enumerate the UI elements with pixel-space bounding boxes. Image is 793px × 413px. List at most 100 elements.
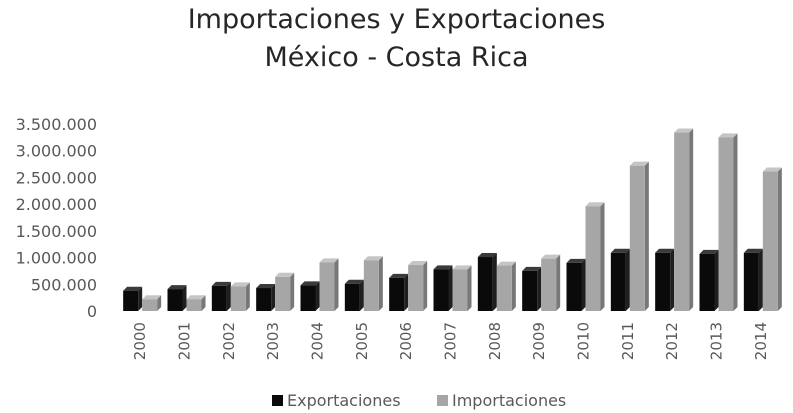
bar-side <box>448 265 453 311</box>
bar-side <box>511 261 516 311</box>
bar-exportaciones-2006 <box>389 273 409 311</box>
bar-top <box>230 282 250 287</box>
bar-top <box>762 167 782 172</box>
x-tick-label: 2008 <box>486 322 504 360</box>
bar-front <box>674 132 690 311</box>
bar-top <box>610 248 630 253</box>
bar-exportaciones-2007 <box>433 265 453 311</box>
chart-subtitle: México - Costa Rica <box>264 42 529 73</box>
x-tick-label: 2000 <box>131 322 149 360</box>
bar-front <box>167 289 183 311</box>
x-tick-label: 2010 <box>575 322 593 360</box>
bar-top <box>319 258 339 263</box>
bar-side <box>467 265 472 311</box>
bar-exportaciones-2005 <box>344 279 364 311</box>
bar-exportaciones-2012 <box>655 248 675 311</box>
y-tick-label: 0 <box>87 302 97 321</box>
bar-importaciones-2010 <box>585 202 605 311</box>
bar-top <box>363 256 383 261</box>
bar-top <box>743 248 763 253</box>
bar-importaciones-2009 <box>541 254 561 311</box>
bar-side <box>537 266 542 311</box>
bar-side <box>777 167 782 311</box>
y-tick-label: 3.000.000 <box>16 142 97 161</box>
bar-front <box>585 206 601 311</box>
bar-side <box>404 273 409 311</box>
bar-front <box>344 283 360 311</box>
bar-exportaciones-2001 <box>167 285 187 311</box>
bar-front <box>743 252 759 311</box>
bar-front <box>522 270 538 311</box>
bar-importaciones-2008 <box>496 261 516 311</box>
bar-front <box>433 269 449 311</box>
bar-front <box>408 265 424 311</box>
y-tick-label: 1.500.000 <box>16 222 97 241</box>
bar-front <box>718 137 734 311</box>
y-tick-label: 1.000.000 <box>16 249 97 268</box>
bar-exportaciones-2008 <box>477 253 497 311</box>
bar-importaciones-2003 <box>275 272 295 311</box>
bar-importaciones-2004 <box>319 258 339 311</box>
bar-exportaciones-2010 <box>566 258 586 311</box>
bar-front <box>566 262 582 311</box>
bar-top <box>452 265 472 270</box>
bar-exportaciones-2011 <box>610 248 630 311</box>
x-tick-label: 2009 <box>530 322 548 360</box>
bar-exportaciones-2004 <box>300 281 320 311</box>
bar-side <box>600 202 605 311</box>
x-tick-label: 2012 <box>663 322 681 360</box>
bar-front <box>699 253 715 311</box>
bar-exportaciones-2003 <box>256 284 276 311</box>
y-tick-label: 2.000.000 <box>16 195 97 214</box>
bar-top <box>344 279 364 284</box>
bar-side <box>315 281 320 311</box>
bar-front <box>496 265 512 311</box>
bar-exportaciones-2000 <box>123 286 143 311</box>
bar-front <box>123 290 139 311</box>
bar-top <box>541 254 561 259</box>
bar-front <box>363 260 379 311</box>
bar-side <box>378 256 383 311</box>
bars-group <box>123 128 782 311</box>
bar-top <box>699 249 719 254</box>
bar-side <box>758 248 763 311</box>
bar-top <box>408 261 428 266</box>
x-tick-label: 2005 <box>353 322 371 360</box>
bar-importaciones-2007 <box>452 265 472 311</box>
bar-top <box>256 284 276 289</box>
bar-side <box>423 261 428 311</box>
bar-top <box>211 281 231 286</box>
bar-front <box>452 269 468 311</box>
y-tick-label: 3.500.000 <box>16 115 97 134</box>
bar-top <box>566 258 586 263</box>
bar-top <box>496 261 516 266</box>
bar-side <box>556 254 561 311</box>
x-tick-label: 2002 <box>220 322 238 360</box>
bar-top <box>186 295 206 300</box>
legend-label-exportaciones: Exportaciones <box>287 391 401 410</box>
bar-side <box>714 249 719 311</box>
bar-front <box>275 276 291 311</box>
bar-top <box>585 202 605 207</box>
bar-top <box>123 286 143 291</box>
bar-exportaciones-2013 <box>699 249 719 311</box>
bar-top <box>300 281 320 286</box>
bar-front <box>186 299 202 311</box>
bar-side <box>271 284 276 311</box>
bar-front <box>389 277 405 311</box>
x-tick-label: 2011 <box>619 322 637 360</box>
bar-importaciones-2006 <box>408 261 428 311</box>
bar-top <box>718 133 738 138</box>
bar-top <box>433 265 453 270</box>
bar-top <box>522 266 542 271</box>
bar-front <box>629 165 645 311</box>
bar-exportaciones-2002 <box>211 281 231 311</box>
bar-top <box>477 253 497 258</box>
bar-top <box>142 295 162 300</box>
bar-side <box>625 248 630 311</box>
x-tick-label: 2013 <box>708 322 726 360</box>
bar-top <box>674 128 694 133</box>
legend: Exportaciones Importaciones <box>272 391 566 410</box>
bar-importaciones-2012 <box>674 128 694 311</box>
